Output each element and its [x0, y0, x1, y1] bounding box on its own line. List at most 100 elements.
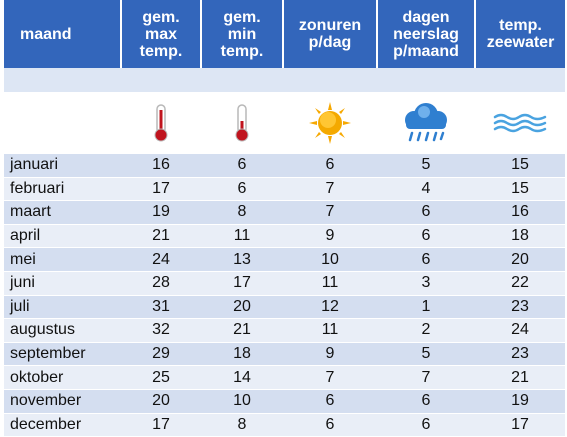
header-line: zonuren [298, 17, 362, 34]
cell-max: 28 [121, 271, 201, 296]
header-zeewater: temp. zeewater [475, 0, 565, 68]
cell-min: 8 [201, 200, 283, 225]
header-row: maand gem. max temp. gem. min temp. zonu… [4, 0, 565, 68]
header-line: p/dag [308, 34, 352, 51]
waves-cell [475, 92, 565, 154]
table-row: juli 31 20 12 1 23 [4, 295, 565, 320]
cell-min: 18 [201, 342, 283, 367]
cell-zon: 7 [283, 365, 377, 390]
header-line: dagen [402, 8, 450, 26]
table-row: juni 28 17 11 3 22 [4, 271, 565, 296]
cell-max: 21 [121, 224, 201, 249]
cell-min: 11 [201, 224, 283, 249]
cell-zon: 9 [283, 342, 377, 367]
cell-regen: 6 [377, 247, 475, 272]
header-line: max [144, 25, 178, 43]
cell-regen: 6 [377, 200, 475, 225]
cell-regen: 2 [377, 318, 475, 343]
table-row: oktober 25 14 7 7 21 [4, 365, 565, 390]
cell-max: 24 [121, 247, 201, 272]
cell-max: 25 [121, 365, 201, 390]
waves-icon [493, 113, 547, 133]
climate-table-container: maand gem. max temp. gem. min temp. zonu… [4, 0, 565, 437]
cell-regen: 5 [377, 154, 475, 178]
cell-zon: 6 [283, 389, 377, 414]
cell-maand: januari [4, 154, 121, 178]
cell-min: 17 [201, 271, 283, 296]
cell-zon: 7 [283, 177, 377, 202]
header-line: p/maand [393, 42, 459, 60]
cell-max: 17 [121, 177, 201, 202]
cell-min: 14 [201, 365, 283, 390]
thermometer-low-cell [201, 92, 283, 154]
cell-zee: 23 [475, 342, 565, 367]
thermometer-high-icon [154, 104, 168, 142]
header-line: maand [20, 25, 72, 43]
cell-maand: juni [4, 271, 121, 296]
cell-zon: 11 [283, 318, 377, 343]
table-row: mei 24 13 10 6 20 [4, 247, 565, 272]
cell-zee: 16 [475, 200, 565, 225]
table-row: november 20 10 6 6 19 [4, 389, 565, 414]
climate-table: maand gem. max temp. gem. min temp. zonu… [4, 0, 565, 437]
header-line: gem. [223, 8, 261, 26]
table-row: januari 16 6 6 5 15 [4, 154, 565, 178]
header-line: zeewater [486, 34, 555, 51]
rain-cell [377, 92, 475, 154]
table-row: februari 17 6 7 4 15 [4, 177, 565, 202]
sun-cell [283, 92, 377, 154]
cell-zee: 21 [475, 365, 565, 390]
cell-maand: september [4, 342, 121, 367]
cell-zon: 10 [283, 247, 377, 272]
cell-regen: 5 [377, 342, 475, 367]
header-line: temp. [220, 42, 264, 60]
cell-maand: november [4, 389, 121, 414]
cell-max: 32 [121, 318, 201, 343]
cell-min: 21 [201, 318, 283, 343]
cell-regen: 7 [377, 365, 475, 390]
header-line: temp. [499, 17, 542, 34]
cell-regen: 6 [377, 224, 475, 249]
cell-min: 20 [201, 295, 283, 320]
cell-maand: oktober [4, 365, 121, 390]
cell-zon: 11 [283, 271, 377, 296]
cell-max: 31 [121, 295, 201, 320]
cell-zee: 18 [475, 224, 565, 249]
cell-min: 6 [201, 177, 283, 202]
header-max-temp: gem. max temp. [121, 0, 202, 68]
cell-min: 10 [201, 389, 283, 414]
cell-zee: 20 [475, 247, 565, 272]
cell-regen: 4 [377, 177, 475, 202]
cell-max: 19 [121, 200, 201, 225]
cell-zee: 19 [475, 389, 565, 414]
header-min-temp: gem. min temp. [201, 0, 284, 68]
spacer-row [4, 68, 565, 92]
cell-maand: juli [4, 295, 121, 320]
table-row: maart 19 8 7 6 16 [4, 200, 565, 225]
header-line: min [227, 25, 257, 43]
table-row: april 21 11 9 6 18 [4, 224, 565, 249]
header-maand: maand [4, 0, 122, 68]
cell-zee: 23 [475, 295, 565, 320]
cell-regen: 3 [377, 271, 475, 296]
cell-zon: 12 [283, 295, 377, 320]
cell-maand: maart [4, 200, 121, 225]
cell-zon: 9 [283, 224, 377, 249]
cell-max: 20 [121, 389, 201, 414]
cell-zee: 22 [475, 271, 565, 296]
cell-max: 16 [121, 154, 201, 178]
icon-row [4, 92, 565, 154]
thermometer-low-icon [235, 104, 249, 142]
cell-regen: 1 [377, 295, 475, 320]
cell-maand: februari [4, 177, 121, 202]
cell-zon: 6 [283, 154, 377, 178]
cell-max: 29 [121, 342, 201, 367]
rain-cloud-icon [405, 103, 447, 142]
thermometer-high-cell [121, 92, 201, 154]
cell-zee: 24 [475, 318, 565, 343]
header-line: gem. [142, 8, 180, 26]
table-row: september 29 18 9 5 23 [4, 342, 565, 367]
header-neerslag: dagen neerslag p/maand [377, 0, 476, 68]
cell-regen: 6 [377, 389, 475, 414]
sun-icon [309, 102, 351, 144]
